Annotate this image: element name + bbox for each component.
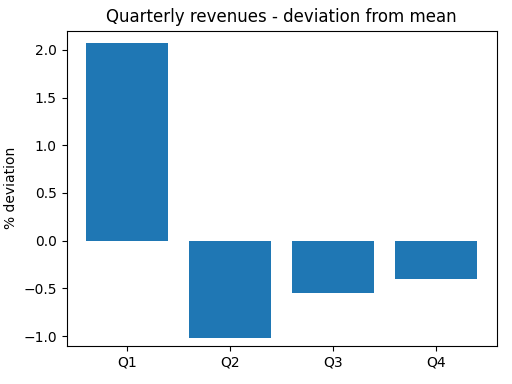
Bar [292,241,374,293]
Title: Quarterly revenues - deviation from mean: Quarterly revenues - deviation from mean [106,8,457,26]
Bar [189,241,271,338]
Bar [86,43,168,241]
Y-axis label: % deviation: % deviation [4,147,17,229]
Bar [395,241,477,279]
